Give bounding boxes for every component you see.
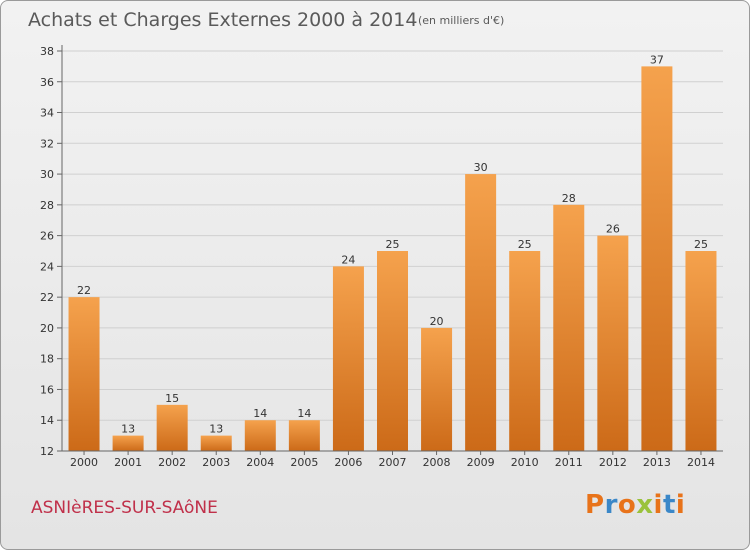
x-tick-label: 2014 <box>687 456 715 469</box>
value-label: 14 <box>253 407 267 420</box>
bar-2009 <box>465 174 497 452</box>
bar-2005 <box>288 420 320 451</box>
x-tick-label: 2006 <box>334 456 362 469</box>
x-tick-label: 2009 <box>467 456 495 469</box>
y-tick-label: 22 <box>40 291 54 304</box>
bars <box>68 66 717 452</box>
x-tick-label: 2001 <box>114 456 142 469</box>
bar-2001 <box>112 435 144 451</box>
y-tick-label: 30 <box>40 168 54 181</box>
x-tick-label: 2004 <box>246 456 274 469</box>
bar-2004 <box>244 420 276 451</box>
value-label: 14 <box>297 407 311 420</box>
bar-2002 <box>156 404 188 451</box>
logo-letter: P <box>585 490 605 520</box>
x-tick-label: 2008 <box>423 456 451 469</box>
y-tick-label: 32 <box>40 137 54 150</box>
bar-2008 <box>421 327 453 451</box>
bar-2011 <box>553 204 585 451</box>
chart-subtitle: (en milliers d'€) <box>418 14 505 27</box>
bar-2012 <box>597 235 629 451</box>
x-tick-label: 2007 <box>379 456 407 469</box>
logo-letter: i <box>653 490 663 520</box>
bar-2010 <box>509 251 541 451</box>
y-tick-label: 14 <box>40 414 54 427</box>
value-label: 15 <box>165 392 179 405</box>
bar-2014 <box>685 251 717 451</box>
bar-2000 <box>68 297 100 451</box>
value-label: 37 <box>650 53 664 66</box>
x-tick-label: 2010 <box>511 456 539 469</box>
y-tick-label: 38 <box>40 45 54 58</box>
y-tick-label: 36 <box>40 76 54 89</box>
logo-letter: r <box>604 490 618 520</box>
y-tick-label: 26 <box>40 230 54 243</box>
value-label: 30 <box>474 161 488 174</box>
bar-2013 <box>641 66 673 451</box>
proxiti-logo: Proxiti <box>585 490 685 520</box>
x-tick-label: 2000 <box>70 456 98 469</box>
value-label: 25 <box>518 238 532 251</box>
y-tick-label: 20 <box>40 322 54 335</box>
logo-letter: i <box>675 490 686 520</box>
labels: 12 14 16 18 20 22 24 26 28 30 32 34 36 38 22 2000 13 2001… <box>40 45 715 469</box>
town-name: ASNIèRES-SUR-SAôNE <box>31 498 218 518</box>
bar-2007 <box>377 251 408 451</box>
chart-title: Achats et Charges Externes 2000 à 2014 <box>28 9 418 31</box>
y-tick-label: 28 <box>40 199 54 212</box>
value-label: 13 <box>121 423 135 436</box>
logo-letter: x <box>636 490 654 520</box>
value-label: 26 <box>606 223 620 236</box>
bar-2003 <box>200 435 232 451</box>
x-tick-label: 2002 <box>158 456 186 469</box>
x-tick-label: 2005 <box>290 456 318 469</box>
value-label: 22 <box>77 284 91 297</box>
value-label: 20 <box>430 315 444 328</box>
value-label: 28 <box>562 192 576 205</box>
y-tick-label: 12 <box>40 445 54 458</box>
y-tick-label: 16 <box>40 383 54 396</box>
value-label: 25 <box>694 238 708 251</box>
x-tick-label: 2011 <box>555 456 583 469</box>
x-tick-label: 2013 <box>643 456 671 469</box>
logo-letter: o <box>617 490 637 520</box>
y-tick-label: 24 <box>40 260 54 273</box>
y-tick-label: 34 <box>40 107 54 120</box>
axes <box>57 45 723 455</box>
x-tick-label: 2012 <box>599 456 627 469</box>
value-label: 13 <box>209 423 223 436</box>
x-tick-label: 2003 <box>202 456 230 469</box>
value-label: 25 <box>386 238 400 251</box>
logo-letter: t <box>662 490 676 520</box>
y-tick-label: 18 <box>40 353 54 366</box>
bar-2006 <box>332 266 364 451</box>
value-label: 24 <box>341 253 355 266</box>
